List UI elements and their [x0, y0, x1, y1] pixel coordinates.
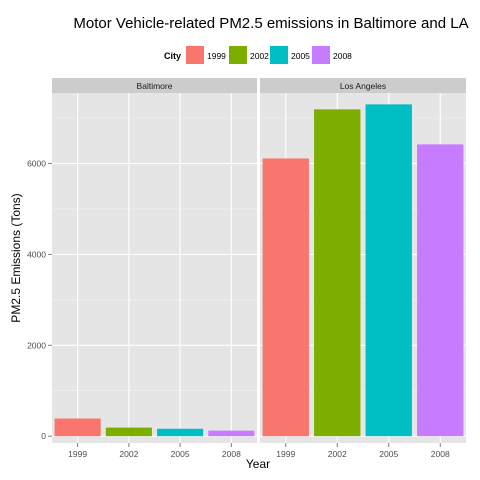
x-tick-label: 2005 [379, 449, 398, 459]
panel-background [52, 93, 257, 443]
legend-title: City [164, 51, 181, 61]
x-tick-label: 2008 [431, 449, 450, 459]
legend-label-2005: 2005 [291, 51, 310, 61]
y-ticks: 0 2000 4000 6000 [27, 158, 52, 441]
legend-key-2002 [229, 46, 247, 64]
y-tick-label: 4000 [27, 249, 46, 259]
y-tick-label: 0 [41, 431, 46, 441]
y-axis: 0 2000 4000 6000 PM2.5 Emissions (Tons) [9, 158, 52, 441]
x-tick-label: 1999 [68, 449, 87, 459]
y-axis-title: PM2.5 Emissions (Tons) [9, 193, 23, 322]
x-tick-label: 2002 [119, 449, 138, 459]
bar-baltimore-2008 [208, 430, 255, 437]
chart-title: Motor Vehicle-related PM2.5 emissions in… [73, 15, 468, 32]
x-tick-label: 2008 [222, 449, 241, 459]
bar-los-angeles-2005 [365, 104, 412, 437]
facets: Baltimore 1999 2002 2005 2008 Los Angeles 1999… [52, 78, 466, 459]
bar-los-angeles-2002 [314, 109, 361, 437]
y-tick-label: 2000 [27, 340, 46, 350]
legend-label-2002: 2002 [250, 51, 269, 61]
y-tick-label: 6000 [27, 158, 46, 168]
bar-los-angeles-2008 [417, 144, 464, 437]
x-tick-label: 1999 [276, 449, 295, 459]
legend-key-2008 [312, 46, 330, 64]
facet-strip [52, 78, 257, 93]
legend-entries: 1999 2002 2005 2008 [186, 46, 352, 64]
bar-los-angeles-1999 [262, 158, 309, 437]
facet-baltimore: Baltimore 1999 2002 2005 2008 [52, 78, 257, 459]
facet-strip-label: Baltimore [137, 81, 173, 91]
bar-baltimore-1999 [54, 418, 101, 437]
bar-baltimore-2002 [105, 427, 152, 437]
x-tick-label: 2002 [328, 449, 347, 459]
x-tick-label: 2005 [171, 449, 190, 459]
legend-label-2008: 2008 [333, 51, 352, 61]
legend-key-2005 [270, 46, 288, 64]
bar-baltimore-2005 [157, 428, 204, 437]
legend-key-1999 [186, 46, 204, 64]
legend-label-1999: 1999 [207, 51, 226, 61]
x-axis-title: Year [246, 457, 270, 471]
facet-strip-label: Los Angeles [340, 81, 386, 91]
facet-los-angeles: Los Angeles 1999 2002 2005 2008 [260, 78, 466, 459]
legend: City 1999 2002 2005 2008 [164, 46, 352, 64]
facet-strip [260, 78, 466, 93]
